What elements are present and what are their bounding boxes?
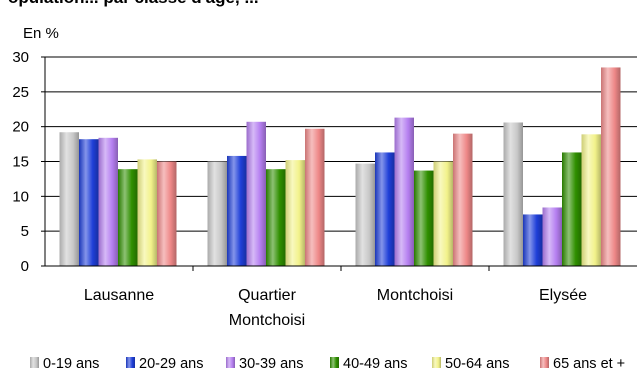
bar-65-ans-et- (157, 161, 177, 266)
y-tick-label: 15 (12, 154, 29, 171)
legend: 0-19 ans 20-29 ans 30-39 ans 40-49 ans 50-64… (30, 356, 625, 372)
bars (59, 67, 621, 266)
legend-swatch (432, 357, 441, 368)
chart-title-fragment: opulation... par classe d'âge, ... (8, 0, 259, 8)
y-tick-label: 0 (21, 258, 29, 275)
bar-20-29-ans (523, 214, 543, 266)
bar-40-49-ans (118, 169, 138, 266)
bar-65-ans-et- (305, 128, 325, 266)
legend-swatch (540, 357, 549, 368)
bar-40-49-ans (414, 170, 434, 266)
legend-swatch (330, 357, 339, 368)
legend-label: 20-29 ans (139, 356, 204, 372)
bar-30-39-ans (394, 117, 414, 266)
bar-50-64-ans (137, 159, 157, 266)
bar-65-ans-et- (601, 67, 621, 266)
x-tick-label: Quartier (238, 287, 296, 304)
bar-0-19-ans (59, 132, 79, 266)
bar-30-39-ans (246, 121, 266, 266)
legend-label: 50-64 ans (445, 356, 510, 372)
bar-40-49-ans (266, 169, 286, 266)
x-tick-label: Montchoisi (377, 287, 453, 304)
y-tick-label: 30 (12, 49, 29, 66)
x-tick-labels: Lausanne Quartier Montchoisi Montchoisi Elys… (84, 287, 587, 329)
bar-20-29-ans (375, 152, 395, 266)
axes (41, 56, 637, 271)
bar-50-64-ans (433, 161, 453, 266)
bar-65-ans-et- (453, 133, 473, 266)
x-tick-label: Lausanne (84, 287, 154, 304)
x-tick-label: Montchoisi (229, 312, 305, 329)
bar-20-29-ans (79, 139, 99, 266)
bar-20-29-ans (227, 155, 247, 266)
bar-30-39-ans (542, 207, 562, 266)
bar-0-19-ans (503, 122, 523, 266)
legend-label: 30-39 ans (239, 356, 304, 372)
bar-0-19-ans (355, 163, 375, 266)
y-tick-labels: 0 5 10 15 20 25 30 (12, 49, 29, 275)
bar-50-64-ans (581, 134, 601, 266)
y-tick-label: 5 (21, 223, 29, 240)
x-tick-label: Elysée (539, 287, 587, 304)
y-tick-label: 25 (12, 84, 29, 101)
y-tick-label: 20 (12, 119, 29, 136)
y-axis-label: En % (23, 25, 59, 42)
bar-50-64-ans (285, 160, 305, 266)
legend-label: 0-19 ans (43, 356, 99, 372)
legend-label: 40-49 ans (343, 356, 408, 372)
y-tick-label: 10 (12, 188, 29, 205)
legend-swatch (30, 357, 39, 368)
bar-0-19-ans (207, 161, 227, 266)
bar-30-39-ans (98, 137, 118, 266)
legend-label: 65 ans et + (553, 356, 625, 372)
legend-swatch (226, 357, 235, 368)
legend-swatch (126, 357, 135, 368)
bar-40-49-ans (562, 152, 582, 266)
